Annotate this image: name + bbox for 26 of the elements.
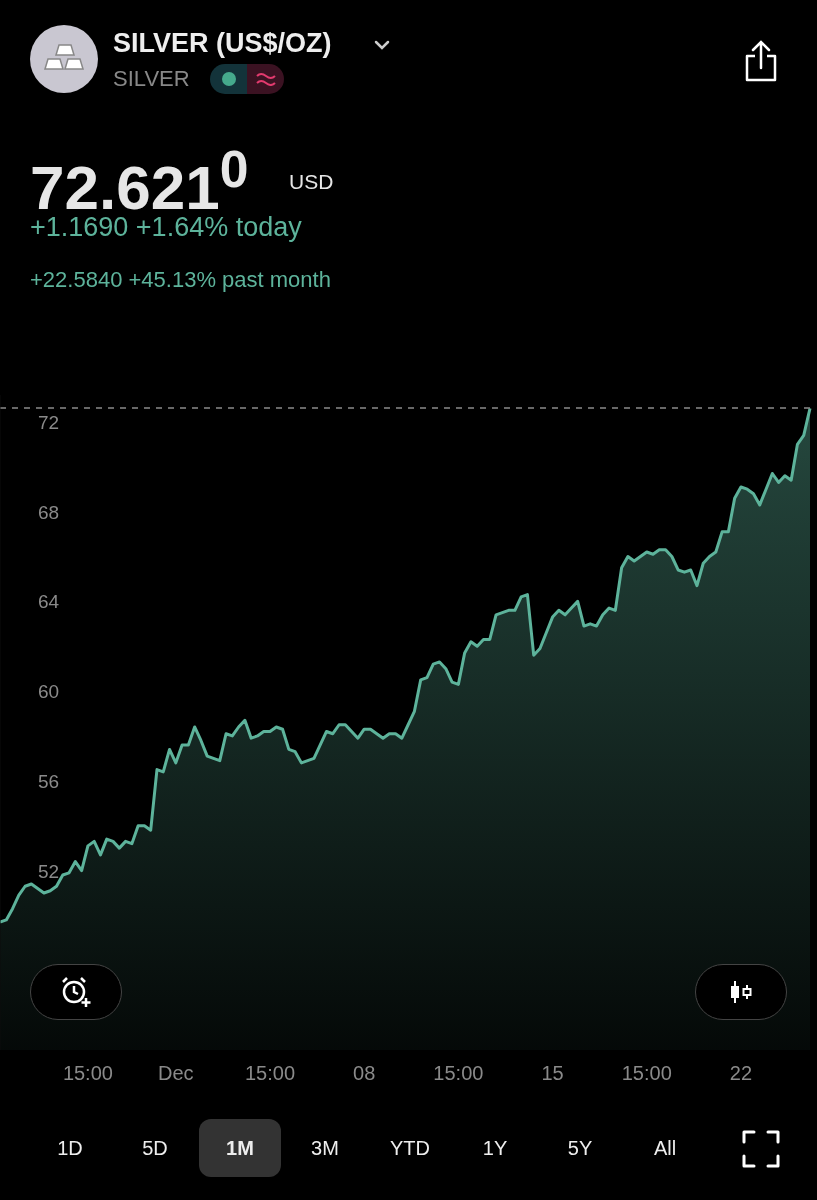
y-tick-label: 68 — [38, 501, 60, 523]
text: USD — [289, 170, 334, 193]
text: 1D — [57, 1136, 83, 1160]
x-tick-label: 15:00 — [62, 1062, 113, 1085]
y-tick-label: 60 — [38, 681, 60, 703]
y-tick-label: 64 — [38, 591, 60, 613]
text: 5D — [142, 1136, 168, 1160]
y-tick-label: 56 — [38, 770, 60, 792]
y-tick-label: 52 — [38, 860, 60, 882]
x-tick-label: 15:00 — [244, 1062, 296, 1085]
chart-subtitle: SILVER — [113, 66, 190, 91]
text: 1Y — [482, 1136, 508, 1160]
x-tick-label: 15:00 — [621, 1062, 672, 1085]
x-tick-label: 15 — [541, 1062, 564, 1085]
chart-title: SILVER (US$/OZ) — [113, 28, 332, 58]
text: +22.5840 +45.13% past month — [30, 267, 331, 292]
x-tick-label: 22 — [729, 1062, 753, 1085]
text: 5Y — [567, 1136, 593, 1160]
y-tick-label: 72 — [38, 411, 60, 433]
x-tick-label: Dec — [158, 1062, 194, 1085]
x-tick-label: 08 — [353, 1062, 376, 1085]
text: YTD — [390, 1136, 430, 1160]
text: All — [653, 1136, 677, 1160]
text: 1M — [226, 1136, 254, 1160]
text: 3M — [311, 1136, 339, 1160]
x-tick-label: 15:00 — [433, 1062, 484, 1085]
